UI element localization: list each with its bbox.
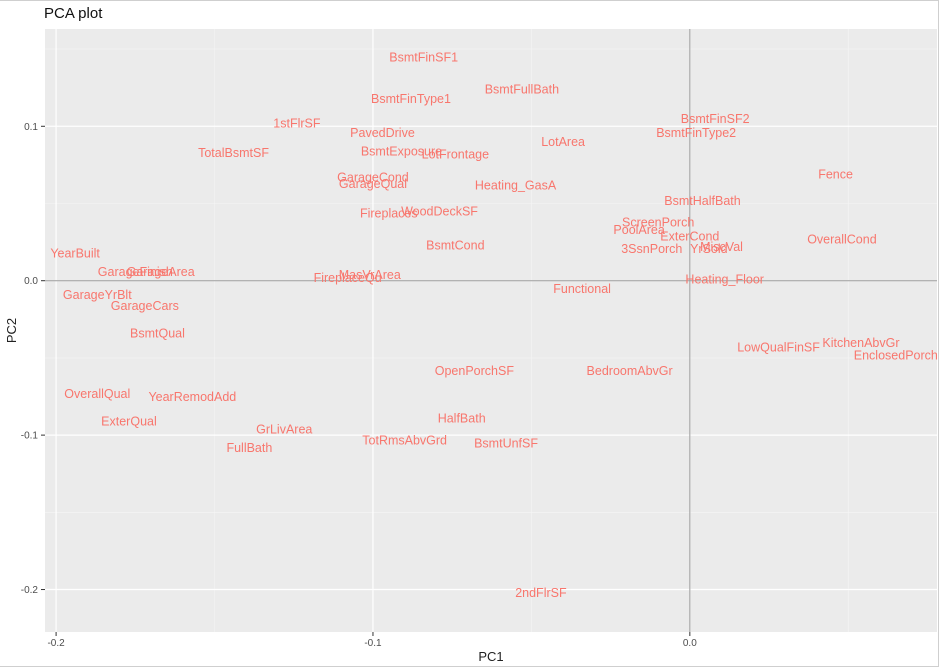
variable-labels: BsmtFinSF1 BsmtFullBath BsmtFinType1 1stFlr… <box>50 50 938 600</box>
variable-label: TotalBsmtSF <box>198 146 269 160</box>
variable-label: 3SsnPorch <box>621 242 682 256</box>
variable-label: BsmtExposure <box>361 144 442 158</box>
variable-label: BsmtFinSF2 <box>681 112 750 126</box>
variable-label: LowQualFinSF <box>737 341 820 355</box>
variable-label: ExterQual <box>101 415 157 429</box>
variable-label: GarageYrBlt <box>63 288 132 302</box>
variable-label: OpenPorchSF <box>435 364 515 378</box>
variable-label: WoodDeckSF <box>401 205 478 219</box>
x-axis-title: PC1 <box>478 649 503 664</box>
variable-label: BsmtUnfSF <box>474 436 538 450</box>
y-tick-label: 0.0 <box>24 276 38 287</box>
variable-label: Fireplaces <box>360 206 418 220</box>
reference-lines <box>45 29 937 632</box>
variable-label: BsmtHalfBath <box>664 194 740 208</box>
variable-label: BsmtCond <box>426 239 484 253</box>
variable-label: MiscVal <box>700 240 743 254</box>
x-tick-label: -0.2 <box>47 638 65 649</box>
variable-label: GarageCond <box>337 171 409 185</box>
variable-label: 2ndFlrSF <box>515 586 567 600</box>
x-tick-label: 0.0 <box>683 638 697 649</box>
y-tick-label: -0.1 <box>21 431 39 442</box>
variable-label: Heating_GasA <box>475 178 557 192</box>
x-axis-ticks: -0.2 -0.1 0.0 <box>47 632 697 649</box>
variable-label: YearRemodAdd <box>148 390 236 404</box>
y-tick-label: -0.2 <box>21 585 39 596</box>
variable-label: Heating_Floor <box>685 273 764 287</box>
y-axis-ticks: -0.2 -0.1 0.0 0.1 <box>21 122 45 596</box>
variable-label: 1stFlrSF <box>273 117 321 131</box>
variable-label: ExterCond <box>660 229 719 243</box>
variable-label: LotFrontage <box>422 148 489 162</box>
variable-label: GarageFinish <box>98 265 173 279</box>
variable-label: EnclosedPorch <box>854 348 938 362</box>
x-tick-label: -0.1 <box>364 638 382 649</box>
variable-label: Fence <box>818 168 853 182</box>
variable-label: OverallQual <box>64 387 130 401</box>
variable-label: GrLivArea <box>256 422 312 436</box>
variable-label: OverallCond <box>807 233 877 247</box>
minor-gridlines <box>45 29 937 632</box>
variable-label: MasVrArea <box>339 268 401 282</box>
variable-label: PavedDrive <box>350 126 415 140</box>
variable-label: YearBuilt <box>50 246 100 260</box>
variable-label: BsmtFinSF1 <box>389 50 458 64</box>
variable-label: TotRmsAbvGrd <box>362 433 447 447</box>
variable-label: GarageArea <box>127 265 195 279</box>
variable-label: BsmtFullBath <box>485 83 559 97</box>
variable-label: YrSold <box>690 242 728 256</box>
plot-panel <box>45 29 937 632</box>
variable-label: FullBath <box>226 441 272 455</box>
variable-label: PoolArea <box>613 223 664 237</box>
variable-label: GarageQual <box>339 177 407 191</box>
y-axis-title: PC2 <box>4 318 19 343</box>
variable-label: FireplaceQu <box>314 271 382 285</box>
variable-label: BedroomAbvGr <box>587 364 673 378</box>
chart-title: PCA plot <box>44 5 103 22</box>
variable-label: BsmtFinType1 <box>371 92 451 106</box>
variable-label: Functional <box>553 282 611 296</box>
variable-label: KitchenAbvGr <box>822 336 899 350</box>
variable-label: BsmtFinType2 <box>656 126 736 140</box>
variable-label: BsmtQual <box>130 327 185 341</box>
variable-label: HalfBath <box>438 412 486 426</box>
variable-label: ScreenPorch <box>622 216 694 230</box>
variable-label: GarageCars <box>111 299 179 313</box>
variable-label: LotArea <box>541 135 585 149</box>
y-tick-label: 0.1 <box>24 122 38 133</box>
